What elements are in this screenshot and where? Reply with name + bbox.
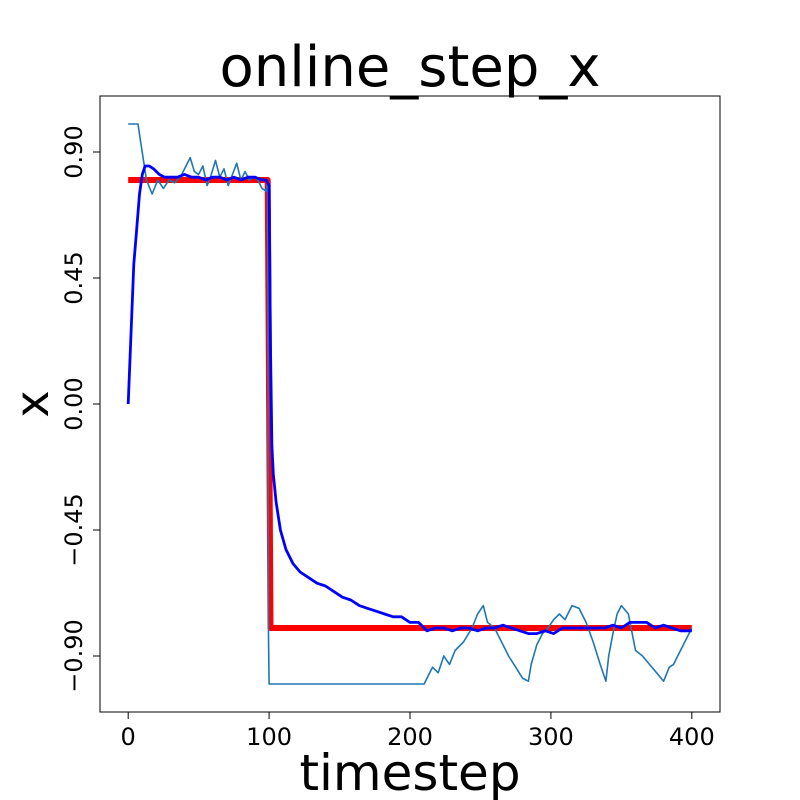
series-line-2 xyxy=(128,123,693,685)
y-tick-label: 0.00 xyxy=(60,377,88,430)
x-tick-label: 100 xyxy=(246,723,292,751)
x-axis-label: timestep xyxy=(299,744,520,800)
x-tick-label: 300 xyxy=(528,723,574,751)
x-tick-label: 200 xyxy=(387,723,433,751)
y-tick-label: −0.45 xyxy=(60,493,88,567)
y-tick-label: 0.45 xyxy=(60,251,88,304)
x-tick-label: 400 xyxy=(669,723,715,751)
series-line-1 xyxy=(128,177,692,631)
series-line-3 xyxy=(126,164,692,635)
y-axis: 0.90 0.45 0.00 −0.45 −0.90 xyxy=(60,125,100,693)
x-tick-label: 0 xyxy=(121,723,136,751)
chart-title: online_step_x xyxy=(219,35,600,100)
y-tick-label: −0.90 xyxy=(60,619,88,693)
y-tick-label: 0.90 xyxy=(60,125,88,178)
x-axis: 0 100 200 300 400 xyxy=(121,712,715,751)
y-axis-label: x xyxy=(5,390,59,417)
series-layer xyxy=(126,123,693,685)
